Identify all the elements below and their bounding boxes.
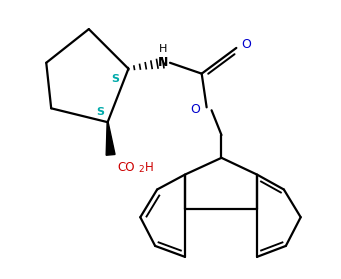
Text: 2: 2 xyxy=(138,165,144,174)
Text: H: H xyxy=(145,161,154,174)
Text: CO: CO xyxy=(118,161,135,174)
Text: N: N xyxy=(158,56,168,69)
Text: S: S xyxy=(112,74,120,84)
Polygon shape xyxy=(106,122,115,155)
Text: S: S xyxy=(97,107,105,117)
Text: O: O xyxy=(241,39,251,51)
Text: O: O xyxy=(190,103,200,116)
Text: H: H xyxy=(159,44,167,54)
